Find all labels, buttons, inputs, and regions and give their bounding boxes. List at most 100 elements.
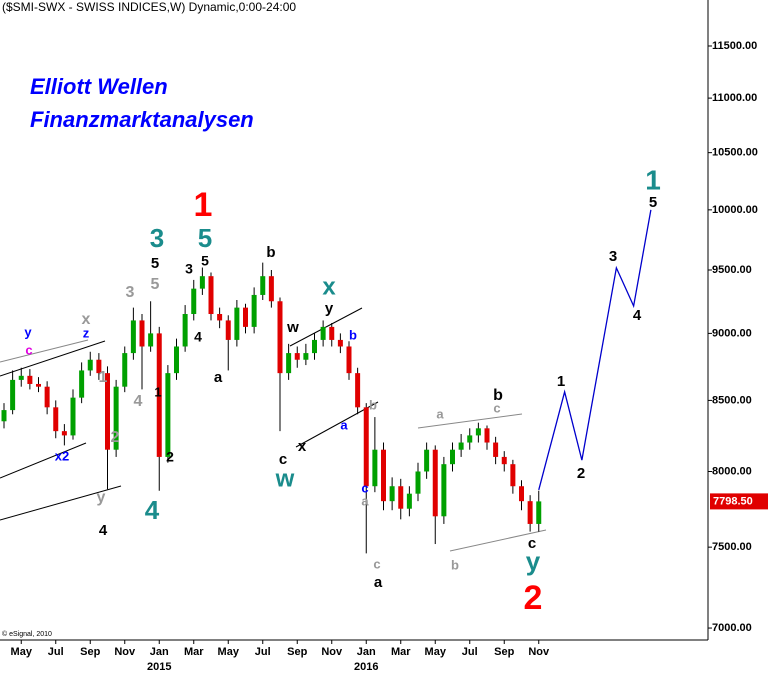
y-tick-label: 8000.00 [712,465,752,477]
wave-label: 5 [151,276,160,293]
candle-body [389,486,395,502]
candle-body [234,307,240,340]
candle-body [243,307,248,327]
candle-body [527,501,533,524]
candle-body [303,353,309,360]
x-tick-label: May [425,646,447,658]
channel-line [0,485,122,521]
wave-label: 2 [524,579,543,617]
candle-body [70,397,76,436]
wave-label: 1 [99,369,108,386]
candle-body [493,442,499,457]
candle-body [208,276,214,315]
candle-body [96,359,102,374]
wave-label: 4 [99,522,108,539]
x-tick-label: Jan 2015 [147,646,171,673]
wave-label: x [298,438,307,455]
wave-label: b [349,327,357,342]
y-tick-label: 10000.00 [712,204,758,216]
wave-label: 1 [154,384,161,399]
candle-body [44,386,50,408]
wave-label: 4 [145,495,160,525]
channel-line [449,529,547,552]
channel-lines [0,307,547,552]
candle-body [53,407,59,432]
candle-body [122,353,128,387]
wave-label: 4 [633,307,642,324]
candle-body [18,375,24,380]
wave-label: 4 [194,329,202,345]
wave-label: x [322,273,336,300]
wave-label: b [451,557,459,572]
candles [1,262,542,554]
candle-body [87,359,93,371]
wave-label: 5 [151,255,159,272]
wave-label: a [361,493,369,508]
candle-body [372,449,378,487]
candle-body [148,333,154,347]
x-tick-label: May [11,646,33,658]
wave-label: a [374,574,383,591]
wave-label: y [325,300,334,317]
candle-body [113,386,119,450]
candle-body [260,276,266,295]
last-price-box [710,493,768,510]
candle-body [510,464,516,487]
y-tick-label: 9000.00 [712,327,752,339]
wave-label: c [279,451,287,468]
x-tick-label: Nov [114,646,136,658]
wave-label: 3 [609,248,617,265]
wave-label: w [275,465,295,492]
candle-body [467,435,473,443]
candle-body [519,486,524,502]
x-tick-label: Jul [255,646,271,658]
x-tick-label: Sep [80,646,100,658]
wave-label: y [526,546,541,576]
wave-label: 4 [134,393,143,410]
channel-line [289,307,363,347]
wave-label: 1 [645,164,661,195]
candle-body [406,493,412,509]
candle-body [475,428,481,436]
x-tick-label: May [218,646,240,658]
y-tick-label: 8500.00 [712,394,752,406]
candle-body [450,449,455,465]
candle-body [225,320,231,340]
wave-label: a [214,369,223,386]
wave-label: b [493,387,503,404]
y-tick-label: 7000.00 [712,622,752,634]
candle-body [217,314,223,321]
channel-line [0,442,87,479]
wave-label: 3 [126,284,135,301]
wave-label: 3 [150,223,164,253]
candle-body [251,294,257,327]
x-tick-label: Jan 2016 [354,646,378,673]
x-tick-label: Mar [391,646,411,658]
candle-body [329,326,335,340]
candle-body [191,288,197,315]
wave-label: a [340,417,348,432]
y-tick-label: 11500.00 [712,40,757,52]
wave-label: c [25,342,32,357]
wave-label: 5 [649,194,657,211]
candle-body [458,442,464,450]
wave-label: c [493,400,500,415]
wave-label: w [286,319,299,336]
wave-label: 5 [201,253,209,269]
candle-body [398,486,404,509]
candle-body [174,346,179,374]
wave-label: x2 [55,448,69,463]
last-price-label: 7798.50 [713,495,753,507]
projection-line [538,209,652,491]
wave-label: a [436,406,444,421]
candle-body [294,353,300,360]
candle-body [139,320,145,347]
x-tick-label: Sep [287,646,307,658]
candle-body [27,375,33,384]
y-tick-label: 11000.00 [712,92,757,104]
credit: © eSignal, 2010 [2,630,52,638]
candle-body [441,464,447,517]
wave-label: y [24,324,32,339]
